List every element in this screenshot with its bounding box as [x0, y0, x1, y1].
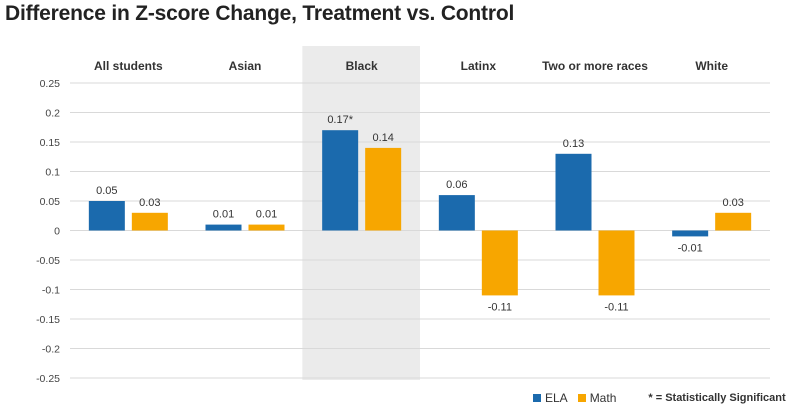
- bar-math-two-or-more-races: [598, 230, 635, 296]
- bar-math-all-students: [131, 212, 168, 231]
- chart-legend: ELA Math * = Statistically Significant: [533, 391, 786, 405]
- data-label-ela-two-or-more-races: 0.13: [563, 138, 584, 150]
- legend-item-ela: ELA: [533, 391, 568, 405]
- legend-swatch-ela: [533, 394, 541, 402]
- chart-title: Difference in Z-score Change, Treatment …: [5, 2, 515, 25]
- legend-label-math: Math: [589, 391, 617, 405]
- bar-math-latinx: [481, 230, 518, 296]
- data-label-math-two-or-more-races: -0.11: [604, 301, 628, 313]
- category-label-all-students: All students: [94, 59, 163, 73]
- bar-ela-all-students: [88, 201, 125, 231]
- bar-ela-black: [322, 130, 359, 231]
- y-tick-label: 0.25: [40, 78, 61, 90]
- y-tick-label: 0.05: [40, 196, 61, 208]
- y-tick-label: -0.15: [36, 314, 60, 326]
- y-tick-label: -0.1: [42, 285, 60, 297]
- data-label-math-black: 0.14: [372, 132, 393, 144]
- category-label-black: Black: [346, 59, 378, 73]
- bar-ela-asian: [205, 224, 242, 231]
- legend-item-math: Math: [577, 391, 617, 405]
- data-label-ela-all-students: 0.05: [96, 185, 117, 197]
- data-label-math-all-students: 0.03: [139, 197, 160, 209]
- category-label-two-or-more-races: Two or more races: [542, 59, 648, 73]
- y-tick-label: 0.15: [40, 137, 61, 149]
- y-tick-label: 0.1: [45, 167, 60, 179]
- y-tick-label: 0.2: [45, 108, 60, 120]
- y-tick-label: -0.05: [36, 255, 60, 267]
- bar-ela-white: [672, 230, 709, 237]
- significance-note: * = Statistically Significant: [648, 392, 786, 404]
- data-label-ela-white: -0.01: [678, 242, 703, 254]
- data-label-math-white: 0.03: [722, 197, 743, 209]
- category-label-latinx: Latinx: [461, 59, 497, 73]
- category-label-white: White: [695, 59, 728, 73]
- legend-swatch-math: [577, 394, 586, 402]
- data-label-ela-latinx: 0.06: [446, 179, 467, 191]
- data-label-math-asian: 0.01: [256, 209, 277, 221]
- data-label-math-latinx: -0.11: [488, 301, 512, 313]
- y-tick-label: -0.25: [36, 373, 60, 385]
- legend-label-ela: ELA: [545, 391, 568, 405]
- data-label-ela-asian: 0.01: [213, 209, 234, 221]
- y-tick-label: -0.2: [42, 344, 60, 356]
- bar-ela-latinx: [438, 195, 475, 231]
- data-label-ela-black: 0.17*: [327, 114, 353, 126]
- category-label-asian: Asian: [229, 59, 262, 73]
- y-tick-label: 0: [54, 226, 60, 238]
- highlight-band: [302, 46, 420, 380]
- bar-ela-two-or-more-races: [555, 153, 592, 231]
- bar-math-asian: [248, 224, 285, 231]
- bar-math-white: [715, 212, 752, 231]
- bar-math-black: [365, 147, 402, 231]
